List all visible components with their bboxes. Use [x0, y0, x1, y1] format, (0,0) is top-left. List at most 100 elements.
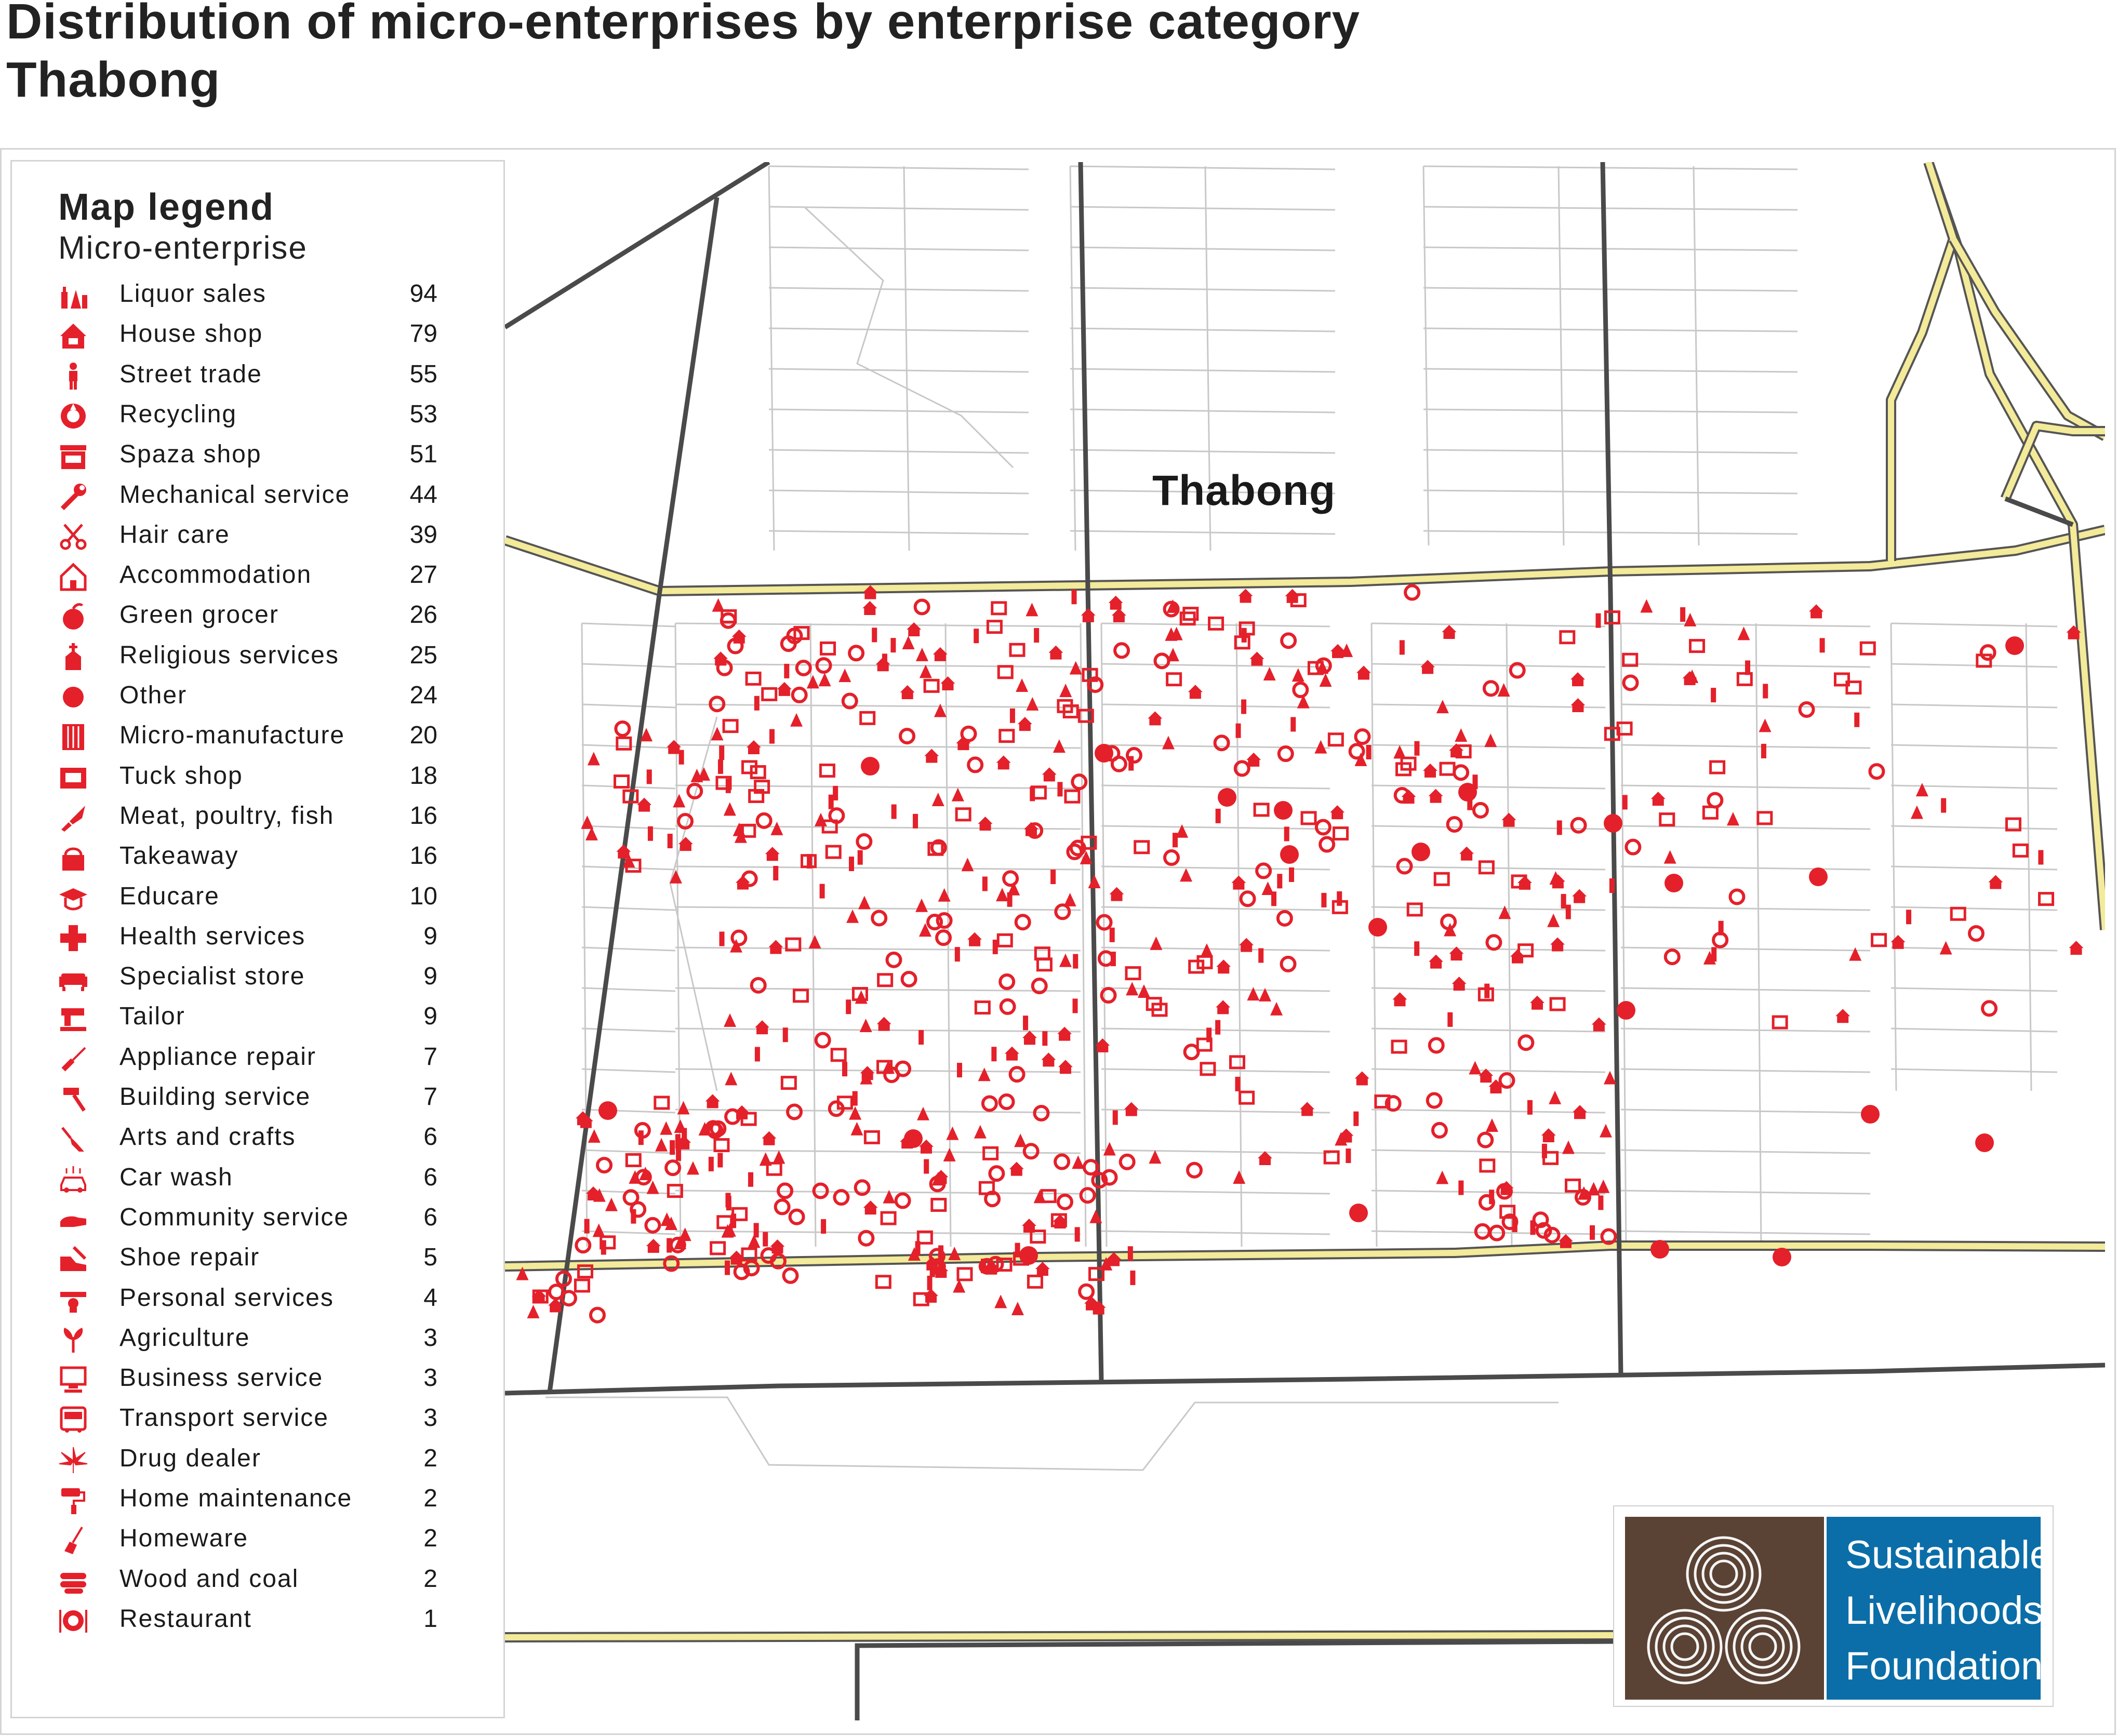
main-street — [855, 1639, 1614, 1720]
enterprise-marker — [730, 929, 748, 946]
enterprise-marker — [900, 685, 915, 699]
legend-item-label: House shop — [119, 320, 263, 348]
enterprise-marker — [1196, 1037, 1213, 1052]
enterprise-marker — [1109, 887, 1124, 901]
enterprise-marker — [676, 1146, 682, 1161]
enterprise-marker — [690, 768, 703, 782]
enterprise-marker — [527, 1304, 540, 1318]
enterprise-marker — [1208, 616, 1224, 631]
legend-item-street-trade: Street trade 55 — [58, 357, 437, 395]
house-outline-icon — [58, 562, 88, 592]
enterprise-marker — [1166, 648, 1179, 662]
minor-street — [768, 246, 1029, 251]
enterprise-marker — [1854, 712, 1860, 727]
enterprise-marker — [848, 645, 865, 662]
enterprise-marker — [724, 1108, 741, 1125]
enterprise-marker — [1845, 680, 1862, 695]
enterprise-marker — [605, 1197, 618, 1211]
enterprise-marker — [1527, 1100, 1533, 1115]
enterprise-marker — [1489, 1190, 1495, 1205]
enterprise-marker — [1573, 1105, 1588, 1119]
enterprise-marker — [1042, 1031, 1048, 1046]
minor-street — [768, 166, 775, 551]
screwdriver-icon — [58, 1044, 88, 1074]
enterprise-marker — [997, 665, 1014, 679]
enterprise-marker — [1022, 1031, 1037, 1045]
enterprise-marker — [1014, 914, 1031, 931]
legend-item-label: Wood and coal — [119, 1565, 299, 1593]
legend-subtitle: Micro-enterprise — [58, 230, 308, 266]
legend-item-count: 53 — [409, 400, 437, 428]
minor-street — [1423, 206, 1798, 211]
enterprise-marker — [1071, 590, 1077, 605]
enterprise-marker — [991, 1047, 997, 1062]
other-enterprise-marker — [1458, 783, 1477, 802]
enterprise-marker — [1080, 850, 1093, 864]
minor-street — [1620, 622, 1871, 627]
enterprise-marker — [1206, 1027, 1212, 1043]
enterprise-marker — [1452, 977, 1467, 991]
minor-street — [1070, 408, 1336, 413]
enterprise-marker — [1761, 743, 1766, 758]
paint-roller-icon — [58, 1485, 88, 1515]
enterprise-marker — [1622, 795, 1628, 810]
enterprise-marker — [1446, 816, 1463, 833]
minor-street — [1070, 287, 1336, 292]
minor-street — [1422, 166, 1430, 546]
legend-item-count: 94 — [409, 280, 437, 308]
minor-street — [1070, 327, 1336, 332]
enterprise-marker — [833, 785, 838, 800]
enterprise-marker — [857, 850, 863, 865]
enterprise-marker — [1400, 756, 1417, 771]
enterprise-marker — [768, 940, 783, 954]
enterprise-marker — [1009, 1161, 1024, 1176]
legend-item-label: Tuck shop — [119, 762, 243, 790]
enterprise-marker — [780, 635, 797, 652]
enterprise-marker — [858, 896, 871, 910]
slf-logo-line-1: Sustainable — [1845, 1533, 2052, 1577]
minor-street — [1101, 825, 1330, 830]
enterprise-marker — [862, 601, 877, 616]
enterprise-marker — [994, 1294, 1007, 1308]
health-cross-icon — [58, 923, 88, 953]
slf-logo: Sustainable Livelihoods Foundation — [1613, 1505, 2054, 1707]
enterprise-marker — [1981, 1000, 1998, 1017]
enterprise-marker — [637, 797, 652, 812]
enterprise-marker — [1027, 822, 1044, 839]
legend-item-label: Health services — [119, 922, 306, 950]
enterprise-marker — [1374, 1094, 1391, 1109]
graduation-cap-icon — [58, 883, 88, 913]
enterprise-marker — [792, 989, 809, 1003]
enterprise-marker — [1976, 653, 1992, 668]
enterprise-marker — [1868, 763, 1885, 780]
enterprise-marker — [1547, 913, 1560, 927]
minor-street — [1070, 530, 1336, 535]
enterprise-marker — [1428, 789, 1443, 803]
enterprise-marker — [1258, 948, 1264, 963]
enterprise-marker — [646, 1238, 661, 1253]
enterprise-marker — [1119, 1153, 1136, 1170]
minor-street — [1620, 623, 1627, 1247]
enterprise-marker — [934, 1264, 949, 1278]
other-enterprise-marker — [904, 1129, 923, 1148]
enterprise-marker — [1110, 952, 1116, 967]
enterprise-marker — [883, 1066, 900, 1084]
enterprise-marker — [2038, 892, 2055, 906]
enterprise-marker — [1284, 826, 1289, 842]
enterprise-marker — [782, 1267, 799, 1284]
main-street — [505, 162, 770, 329]
map-canvas[interactable] — [505, 162, 2105, 1720]
enterprise-marker — [748, 1172, 754, 1187]
enterprise-marker — [851, 987, 868, 1001]
enterprise-marker — [723, 802, 736, 816]
other-enterprise-marker — [1218, 788, 1236, 807]
enterprise-marker — [1549, 997, 1566, 1011]
legend-item-community-service: Community service 6 — [58, 1200, 437, 1238]
major-road — [1888, 162, 1956, 561]
enterprise-marker — [1078, 1283, 1095, 1300]
enterprise-marker — [957, 1063, 963, 1078]
enterprise-marker — [1543, 1226, 1561, 1244]
enterprise-marker — [1399, 640, 1405, 655]
legend-item-label: Street trade — [119, 360, 262, 388]
enterprise-marker — [669, 870, 682, 884]
